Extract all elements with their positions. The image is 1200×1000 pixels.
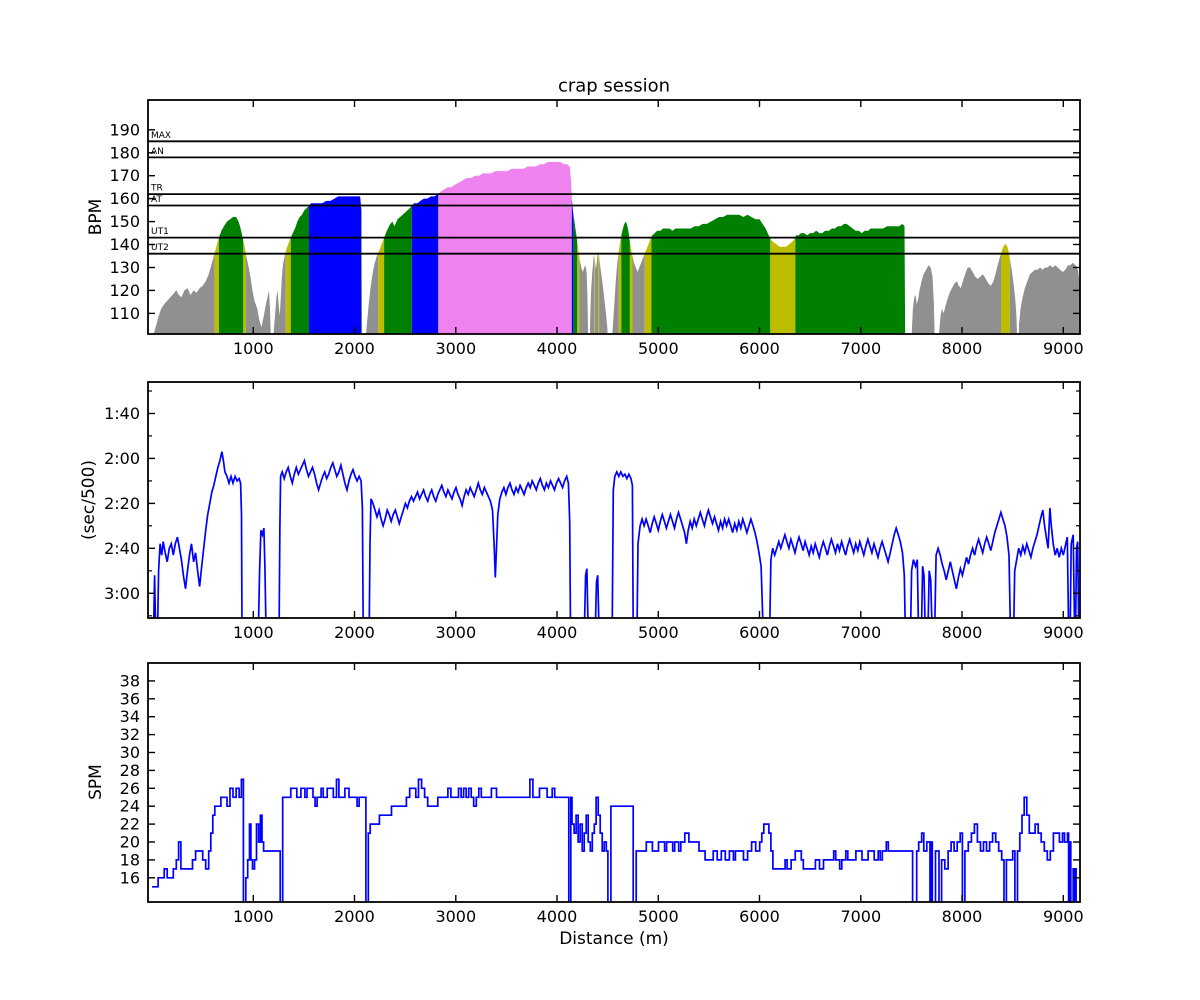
x-tick-label: 5000 (638, 339, 679, 358)
y-tick-label: 38 (120, 671, 140, 690)
y-tick-label: 110 (109, 304, 140, 323)
stroke-rate-spm-line (152, 778, 1077, 902)
y-tick-label: 120 (109, 281, 140, 300)
y-tick-label: 18 (120, 850, 140, 869)
x-tick-label: 7000 (840, 907, 881, 926)
y-tick-label: 34 (120, 707, 140, 726)
y-tick-label: 1:40 (104, 404, 140, 423)
axes-frame (147, 99, 1081, 335)
threshold-label-ut1: UT1 (151, 227, 169, 237)
y-tick-label: 28 (120, 761, 140, 780)
y-axis-label-bpm: BPM (86, 198, 106, 236)
y-tick-label: 130 (109, 258, 140, 277)
x-tick-label: 4000 (537, 907, 578, 926)
x-tick-label: 7000 (840, 623, 881, 642)
x-tick-label: 9000 (1043, 339, 1084, 358)
axes-frames-and-ticks: 1000 2000 3000 4000 5000 6000 7000 8000 9000 110 1… (104, 99, 1084, 926)
y-axis-label-spm: SPM (86, 764, 106, 800)
x-tick-label: 2000 (334, 339, 375, 358)
y-tick-label: 160 (109, 189, 140, 208)
x-tick-label: 3000 (435, 623, 476, 642)
y-tick-label: 3:00 (104, 584, 140, 603)
y-tick-label: 2:00 (104, 449, 140, 468)
x-tick-label: 7000 (840, 339, 881, 358)
x-tick-label: 5000 (638, 907, 679, 926)
x-tick-label: 1000 (233, 623, 274, 642)
y-tick-label: 24 (120, 797, 140, 816)
x-tick-label: 8000 (942, 907, 983, 926)
x-tick-label: 3000 (435, 907, 476, 926)
x-tick-label: 6000 (739, 339, 780, 358)
y-tick-label: 190 (109, 120, 140, 139)
axes-frame (147, 662, 1081, 903)
y-tick-label: 140 (109, 235, 140, 254)
chart-title: crap session (557, 75, 671, 97)
x-tick-label: 6000 (739, 907, 780, 926)
threshold-label-ut2: UT2 (151, 243, 169, 253)
x-tick-label: 1000 (233, 339, 274, 358)
x-axis-label: Distance (m) (559, 929, 669, 949)
y-tick-label: 2:40 (104, 539, 140, 558)
x-tick-label: 9000 (1043, 623, 1084, 642)
y-tick-label: 16 (120, 868, 140, 887)
x-tick-label: 8000 (942, 623, 983, 642)
x-tick-label: 2000 (334, 907, 375, 926)
pace-sec-per-500m-line (152, 451, 1080, 618)
threshold-label-max: MAX (151, 131, 171, 141)
x-tick-label: 5000 (638, 623, 679, 642)
y-tick-label: 22 (120, 815, 140, 834)
y-tick-label: 170 (109, 166, 140, 185)
x-tick-label: 2000 (334, 623, 375, 642)
y-tick-label: 2:20 (104, 494, 140, 513)
x-tick-label: 9000 (1043, 907, 1084, 926)
axes-frame (147, 381, 1081, 619)
x-tick-label: 3000 (435, 339, 476, 358)
threshold-label-an: AN (151, 147, 164, 157)
threshold-label-at: AT (151, 195, 162, 205)
y-tick-label: 20 (120, 833, 140, 852)
y-tick-label: 26 (120, 779, 140, 798)
x-tick-label: 6000 (739, 623, 780, 642)
y-tick-label: 180 (109, 143, 140, 162)
x-tick-label: 4000 (537, 623, 578, 642)
x-tick-label: 4000 (537, 339, 578, 358)
y-tick-label: 36 (120, 689, 140, 708)
x-tick-label: 1000 (233, 907, 274, 926)
x-tick-label: 8000 (942, 339, 983, 358)
heart-rate-zone-area (152, 161, 1080, 334)
threshold-label-tr: TR (150, 184, 163, 194)
y-tick-label: 150 (109, 212, 140, 231)
y-tick-label: 32 (120, 725, 140, 744)
y-tick-label: 30 (120, 743, 140, 762)
y-axis-label-pace: (sec/500) (79, 459, 99, 541)
